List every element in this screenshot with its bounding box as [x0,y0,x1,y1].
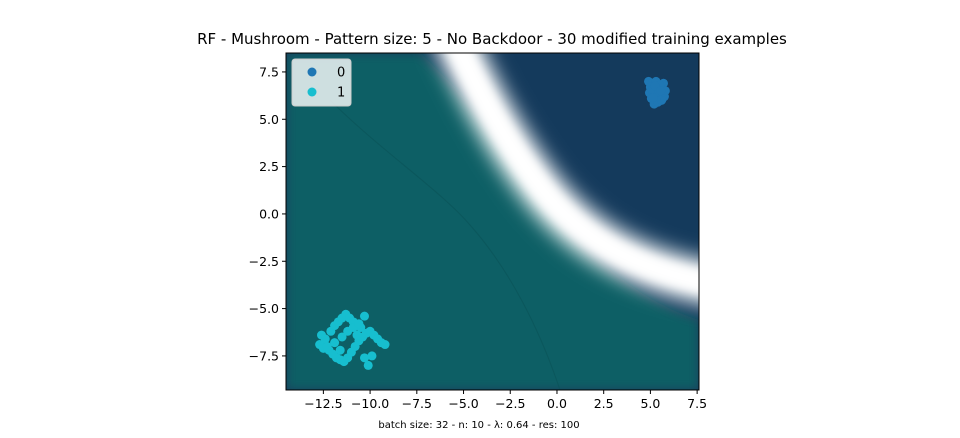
y-tick-label: −5.0 [249,301,279,316]
x-tick-label: 2.5 [594,396,614,411]
x-tick-label: −12.5 [304,396,342,411]
scatter-point-class-1 [380,340,390,350]
y-tick-label: −7.5 [249,348,279,363]
x-tick-label: −2.5 [495,396,525,411]
x-tick-label: −5.0 [448,396,478,411]
scatter-point-class-1 [330,338,340,348]
footnote: batch size: 32 - n: 10 - λ: 0.64 - res: … [378,420,579,431]
plot-frame [285,52,700,391]
x-tick-label: −10.0 [351,396,389,411]
legend-box [291,58,352,107]
y-tick-label: −2.5 [249,254,279,269]
x-tick-label: 0.0 [547,396,567,411]
y-tick-label: 7.5 [259,64,279,79]
region-class1 [286,53,699,390]
scatter-point-class-1 [354,319,364,329]
legend-label-1: 1 [337,86,345,101]
scatter-point-class-1 [322,341,332,351]
legend-marker-1 [307,87,317,97]
x-tick-label: 5.0 [640,396,660,411]
y-axis: −7.5 −5.0 −2.5 0.0 2.5 5.0 7.5 [249,64,286,363]
scatter-point-class-0 [648,92,658,102]
scatter-point-class-1 [359,353,369,363]
region-divider [329,99,561,390]
scatter-point-class-1 [320,334,330,344]
legend: 0 1 [291,58,352,107]
scatter-point-class-1 [359,311,369,321]
y-tick-label: 0.0 [259,206,279,221]
y-tick-label: 5.0 [259,112,279,127]
scatter-point-class-1 [352,330,362,340]
scatter-point-class-0 [656,86,666,96]
legend-marker-0 [307,67,317,77]
scatter-point-class-1 [337,332,347,342]
x-tick-label: 7.5 [687,396,707,411]
chart-title: RF - Mushroom - Pattern size: 5 - No Bac… [197,30,787,48]
x-tick-label: −7.5 [402,396,432,411]
boundary-core [449,53,699,292]
x-axis: −12.5 −10.0 −7.5 −5.0 −2.5 0.0 2.5 5.0 7.5 [304,390,707,411]
scatter-point-class-1 [363,360,373,370]
scatter-point-class-1 [367,351,377,361]
legend-label-0: 0 [337,66,345,81]
scatter-point-class-1 [335,345,345,355]
y-tick-label: 2.5 [259,159,279,174]
scatter-points [315,76,670,370]
